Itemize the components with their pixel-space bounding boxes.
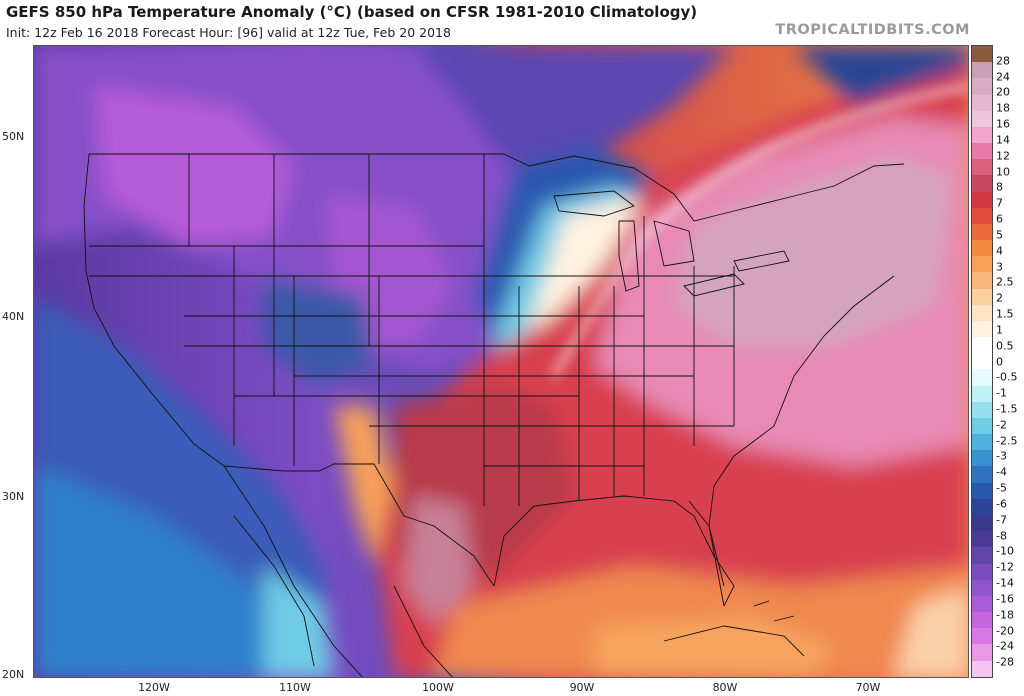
colorbar-label: -2 <box>996 418 1007 432</box>
colorbar-label: -20 <box>996 624 1014 638</box>
colorbar-label: -16 <box>996 592 1014 606</box>
lon-label-70w: 70W <box>855 681 881 694</box>
lat-label-20n: 20N <box>2 668 25 681</box>
colorbar-segment <box>972 498 992 515</box>
colorbar-label: -4 <box>996 465 1007 479</box>
colorbar-segment <box>972 207 992 224</box>
colorbar-label: -7 <box>996 513 1007 527</box>
colorbar-label: 28 <box>996 54 1010 68</box>
lat-label-50n: 50N <box>2 130 25 143</box>
colorbar-labels: 28 24 20 18 16 14 12 10 8 7 6 5 4 3 2.5 2 1.5 1 0.5 0 -0.5 -1… <box>996 45 1024 678</box>
colorbar-label: 0 <box>996 355 1003 368</box>
colorbar-label: 24 <box>996 70 1010 84</box>
colorbar-segment <box>972 175 992 192</box>
colorbar-segment <box>972 660 992 677</box>
colorbar-segment <box>972 434 992 451</box>
colorbar-label: -5 <box>996 481 1007 495</box>
colorbar-segment <box>972 482 992 499</box>
colorbar-label: -0.5 <box>996 370 1018 384</box>
colorbar-label: 10 <box>996 165 1010 179</box>
colorbar-segment <box>972 110 992 127</box>
colorbar-segment <box>972 240 992 257</box>
colorbar-segment <box>972 531 992 548</box>
colorbar-segment <box>972 644 992 661</box>
colorbar-segment <box>972 159 992 176</box>
anomaly-field <box>34 46 968 677</box>
colorbar-segment <box>972 256 992 273</box>
lat-label-30n: 30N <box>2 490 25 503</box>
colorbar-label: -1.5 <box>996 402 1018 416</box>
colorbar-segment <box>972 514 992 532</box>
temperature-anomaly-map[interactable] <box>33 45 969 678</box>
colorbar-label: 2 <box>996 291 1003 305</box>
colorbar-label: -14 <box>996 576 1014 590</box>
colorbar-label: -8 <box>996 529 1007 543</box>
colorbar-label: -3 <box>996 449 1007 463</box>
lon-label-100w: 100W <box>422 681 454 694</box>
colorbar-segment <box>972 563 992 580</box>
colorbar-segment <box>972 126 992 144</box>
colorbar-segment <box>972 320 992 338</box>
colorbar-label: 8 <box>996 180 1003 194</box>
colorbar-label: 0.5 <box>996 339 1014 353</box>
frontal-zone <box>551 83 968 378</box>
colorbar-label: 1 <box>996 323 1003 337</box>
colorbar-label: -2.5 <box>996 434 1018 448</box>
colorbar-label: 18 <box>996 101 1010 115</box>
colorbar-label: -28 <box>996 655 1014 669</box>
colorbar-segment <box>972 401 992 418</box>
colorbar-segment <box>972 353 992 370</box>
colorbar-segment <box>972 288 992 305</box>
state-borders <box>83 153 905 677</box>
colorbar-label: 4 <box>996 244 1003 258</box>
lon-label-110w: 110W <box>279 681 311 694</box>
colorbar-label: 14 <box>996 133 1010 147</box>
colorbar-segment <box>972 94 992 111</box>
colorbar-label: -6 <box>996 497 1007 511</box>
colorbar-segment <box>972 46 992 63</box>
map-canvas <box>34 46 968 677</box>
colorbar-label: -10 <box>996 544 1014 558</box>
colorbar-label: 6 <box>996 212 1003 226</box>
colorbar-label: 1.5 <box>996 307 1014 321</box>
colorbar-label: 3 <box>996 260 1003 274</box>
colorbar-label: 5 <box>996 228 1003 242</box>
colorbar-segment <box>972 466 992 483</box>
forecast-info: Init: 12z Feb 16 2018 Forecast Hour: [96… <box>6 25 451 40</box>
lon-label-90w: 90W <box>569 681 595 694</box>
chart-title: GEFS 850 hPa Temperature Anomaly (°C) (b… <box>6 3 698 21</box>
lat-label-40n: 40N <box>2 310 25 323</box>
colorbar-label: -24 <box>996 639 1014 653</box>
colorbar-segment <box>972 223 992 241</box>
colorbar-segment <box>972 143 992 160</box>
colorbar-label: 2.5 <box>996 275 1014 289</box>
colorbar <box>971 45 993 678</box>
colorbar-segment <box>972 369 992 386</box>
colorbar-label: 12 <box>996 149 1010 163</box>
colorbar-segment <box>972 304 992 321</box>
site-watermark: TROPICALTIDBITS.COM <box>775 22 970 38</box>
colorbar-segment <box>972 579 992 596</box>
lon-label-80w: 80W <box>712 681 738 694</box>
lon-label-120w: 120W <box>138 681 170 694</box>
colorbar-segment <box>972 595 992 613</box>
colorbar-segment <box>972 547 992 564</box>
colorbar-label: -18 <box>996 608 1014 622</box>
colorbar-label: -1 <box>996 386 1007 400</box>
colorbar-segment <box>972 385 992 402</box>
colorbar-segment <box>972 417 992 435</box>
colorbar-segment <box>972 191 992 208</box>
colorbar-label: 16 <box>996 117 1010 131</box>
colorbar-label: -12 <box>996 560 1014 574</box>
colorbar-segment <box>972 337 992 354</box>
colorbar-segment <box>972 62 992 79</box>
colorbar-segment <box>972 612 992 629</box>
colorbar-segment <box>972 628 992 645</box>
colorbar-label: 7 <box>996 196 1003 210</box>
colorbar-segment <box>972 78 992 95</box>
colorbar-label: 20 <box>996 85 1010 99</box>
colorbar-segment <box>972 272 992 289</box>
colorbar-segment <box>972 450 992 467</box>
